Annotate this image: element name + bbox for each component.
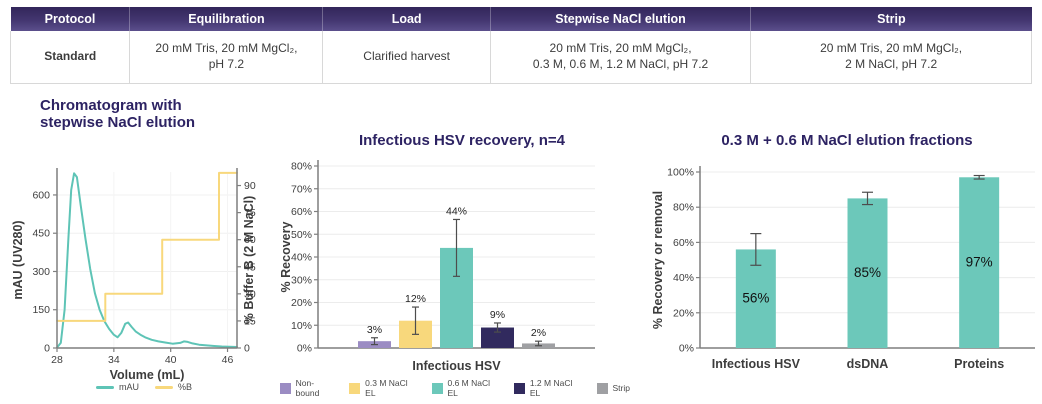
- left-tick-label: 0: [44, 343, 50, 355]
- y-tick-label: 70%: [291, 183, 312, 195]
- bar-value-label: 56%: [742, 291, 769, 306]
- cell-protocol: Standard: [9, 31, 131, 84]
- right-tick-label: 90: [244, 180, 256, 192]
- right-tick-label: 45: [244, 261, 256, 273]
- y-tick-label: 100%: [667, 167, 694, 179]
- right-tick-label: 0: [244, 343, 250, 355]
- y-axis-label: % Recovery: [280, 222, 293, 293]
- bar-value-label: 3%: [367, 324, 382, 336]
- x-axis-label: Volume (mL): [110, 368, 185, 382]
- y-tick-label: 20%: [291, 297, 312, 309]
- right-tick-label: 30: [244, 288, 256, 300]
- y-axis-label: % Recovery or removal: [652, 191, 665, 329]
- y-tick-label: 40%: [673, 272, 694, 284]
- protocol-table: Protocol Equilibration Load Stepwise NaC…: [9, 7, 1032, 84]
- legend-item: %B: [154, 382, 192, 392]
- y-tick-label: 0%: [297, 343, 312, 355]
- y-tick-label: 60%: [673, 237, 694, 249]
- bar: [481, 327, 514, 348]
- y-tick-label: 0%: [679, 343, 694, 355]
- legend-label: 1.2 M NaCl EL: [529, 378, 573, 398]
- bar: [847, 198, 888, 348]
- chromatogram-plot: 0 150 300 450 600 0 15 30 45 60 75 90 28 34 40 46 mAU (U…: [11, 168, 256, 382]
- y-tick-label: 80%: [673, 202, 694, 214]
- x-tick-label: 34: [108, 354, 120, 366]
- bar-value-label: 85%: [854, 265, 881, 280]
- %B-line: [56, 171, 238, 322]
- y-tick-label: 50%: [291, 229, 312, 241]
- left-axis-label: mAU (UV280): [11, 220, 25, 299]
- legend-item: 1.2 M NaCl EL: [514, 378, 583, 398]
- y-tick-label: 30%: [291, 274, 312, 286]
- col-header-stepwise-elution: Stepwise NaCl elution: [490, 7, 752, 31]
- cell-stepwise-elution: 20 mM Tris, 20 mM MgCl₂, 0.3 M, 0.6 M, 1…: [489, 31, 752, 84]
- left-tick-label: 450: [32, 228, 50, 240]
- legend-item: Non-bound: [280, 378, 336, 398]
- cell-equilibration: 20 mM Tris, 20 mM MgCl₂, pH 7.2: [129, 31, 324, 84]
- elution-fractions-plot: 0% 20% 40% 60% 80% 100% 56% Infectious HSV 85% ds…: [652, 166, 1035, 371]
- right-axis-label: % Buffer B (2 M NaCl): [242, 196, 256, 324]
- legend-item: 0.6 M NaCl EL: [431, 378, 501, 398]
- legend-label: 0.3 M NaCl EL: [365, 378, 408, 398]
- col-header-strip: Strip: [750, 7, 1032, 31]
- cell-strip: 20 mM Tris, 20 mM MgCl₂, 2 M NaCl, pH 7.…: [750, 31, 1032, 84]
- legend-square-swatch: [349, 382, 361, 394]
- bar-value-label: 2%: [531, 327, 546, 339]
- legend-square-swatch: [431, 382, 443, 394]
- x-tick-label: 40: [165, 354, 177, 366]
- legend-label: Strip: [612, 383, 630, 393]
- legend-line-swatch: [95, 385, 114, 389]
- legend-square-swatch: [280, 382, 291, 394]
- legend-label: mAU: [118, 382, 139, 392]
- chromatogram-chart-title: Chromatogram with stepwise NaCl elution: [40, 97, 196, 132]
- right-tick-label: 60: [244, 234, 256, 246]
- hsv-recovery-chart-title: Infectious HSV recovery, n=4: [358, 132, 566, 149]
- legend-label: Non-bound: [295, 378, 320, 398]
- x-tick-label: 46: [222, 354, 234, 366]
- table-header-row: Protocol Equilibration Load Stepwise NaC…: [10, 7, 1032, 31]
- bar-value-label: 97%: [966, 255, 993, 270]
- legend-item: mAU: [95, 382, 139, 392]
- legend-item: Strip: [596, 382, 630, 394]
- x-tick-label: 28: [51, 354, 63, 366]
- bar-value-label: 44%: [446, 205, 467, 217]
- category-label: Infectious HSV: [712, 357, 801, 371]
- hsv-recovery-legend: Non-bound 0.3 M NaCl EL 0.6 M NaCl EL 1.2 M…: [280, 378, 630, 398]
- x-axis-label: Infectious HSV: [412, 359, 501, 373]
- col-header-protocol: Protocol: [10, 7, 131, 31]
- legend-square-swatch: [596, 382, 608, 394]
- right-tick-label: 15: [244, 315, 256, 327]
- cell-load: Clarified harvest: [322, 31, 491, 84]
- legend-label: 0.6 M NaCl EL: [447, 378, 491, 398]
- elution-fractions-chart-title: 0.3 M + 0.6 M NaCl elution fractions: [721, 132, 973, 149]
- col-header-equilibration: Equilibration: [129, 7, 324, 31]
- table-row: Standard 20 mM Tris, 20 mM MgCl₂, pH 7.2…: [9, 31, 1032, 84]
- left-tick-label: 600: [32, 189, 50, 201]
- y-tick-label: 40%: [291, 252, 312, 264]
- bar: [959, 177, 1000, 348]
- y-tick-label: 80%: [291, 161, 312, 173]
- y-tick-label: 20%: [673, 307, 694, 319]
- legend-label: %B: [177, 382, 192, 392]
- legend-square-swatch: [514, 382, 525, 394]
- legend-item: 0.3 M NaCl EL: [349, 378, 418, 398]
- mAU-line: [56, 172, 238, 349]
- col-header-load: Load: [322, 7, 491, 31]
- right-tick-label: 75: [244, 207, 256, 219]
- legend-line-swatch: [154, 385, 173, 389]
- y-tick-label: 10%: [291, 320, 312, 332]
- y-tick-label: 60%: [291, 206, 312, 218]
- hsv-recovery-plot: 0% 10% 20% 30% 40% 50% 60% 70% 80% 3% 12% 44% 9% 2% In…: [280, 160, 595, 373]
- bar-value-label: 12%: [405, 293, 426, 305]
- left-tick-label: 300: [32, 266, 50, 278]
- left-tick-label: 150: [32, 304, 50, 316]
- bar-value-label: 9%: [490, 309, 505, 321]
- chromatogram-legend: mAU %B: [8, 382, 280, 392]
- category-label: Proteins: [954, 357, 1004, 371]
- category-label: dsDNA: [847, 357, 889, 371]
